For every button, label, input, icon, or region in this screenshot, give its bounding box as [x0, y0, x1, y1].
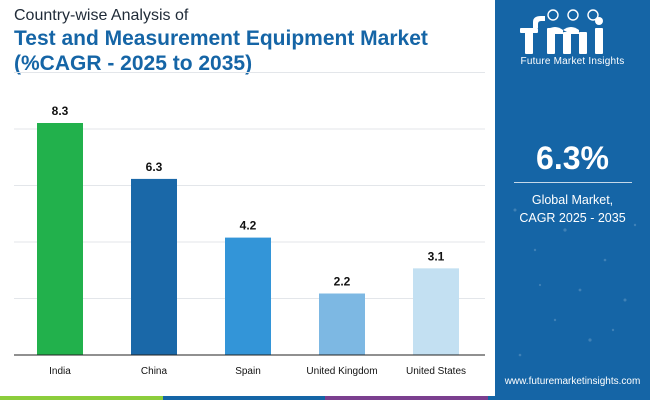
bar-spain: [225, 237, 271, 355]
summary-panel: Future Market Insights 6.3% Global Marke…: [495, 0, 650, 400]
category-label: United States: [406, 366, 466, 377]
bottom-bar-segment: [487, 396, 650, 400]
bar-india: [37, 123, 83, 355]
map-texture: [513, 208, 637, 357]
chart-title: Test and Measurement Equipment Market: [14, 27, 428, 50]
bottom-color-bar: [0, 396, 650, 400]
fmi-logo: Future Market Insights: [495, 0, 650, 80]
bar-united-states: [413, 268, 459, 355]
data-label: 3.1: [428, 249, 445, 263]
bottom-bar-segment: [162, 396, 325, 400]
global-cagr-value: 6.3%: [536, 140, 609, 176]
data-label: 8.3: [52, 104, 69, 118]
data-label: 2.2: [334, 275, 351, 289]
global-cagr-label-2: CAGR 2025 - 2035: [519, 211, 626, 225]
data-label: 4.2: [240, 219, 257, 233]
chart-subtitle: Country-wise Analysis of: [14, 7, 189, 24]
category-label: India: [49, 366, 71, 377]
chart-period: (%CAGR - 2025 to 2035): [14, 52, 253, 75]
category-label: Spain: [235, 366, 261, 377]
website-link[interactable]: www.futuremarketinsights.com: [504, 376, 641, 387]
bar-chart: 8.3 India 6.3 China 4.2 Spain 2.2 United Kingdo…: [14, 72, 485, 377]
bar-china: [131, 178, 177, 355]
brand-name: Future Market Insights: [520, 56, 625, 67]
category-label: United Kingdom: [306, 366, 377, 377]
global-cagr-label-1: Global Market,: [531, 193, 614, 207]
bottom-bar-segment: [0, 396, 163, 400]
bar-united-kingdom: [319, 293, 365, 355]
bottom-bar-segment: [325, 396, 488, 400]
data-label: 6.3: [146, 160, 163, 174]
fmi-logo-icon: [520, 9, 603, 54]
global-cagr-stat: 6.3% Global Market, CAGR 2025 - 2035: [495, 138, 650, 227]
stat-divider: [513, 182, 632, 183]
chart-header: Country-wise Analysis of Test and Measur…: [14, 6, 494, 76]
category-label: China: [141, 366, 168, 377]
